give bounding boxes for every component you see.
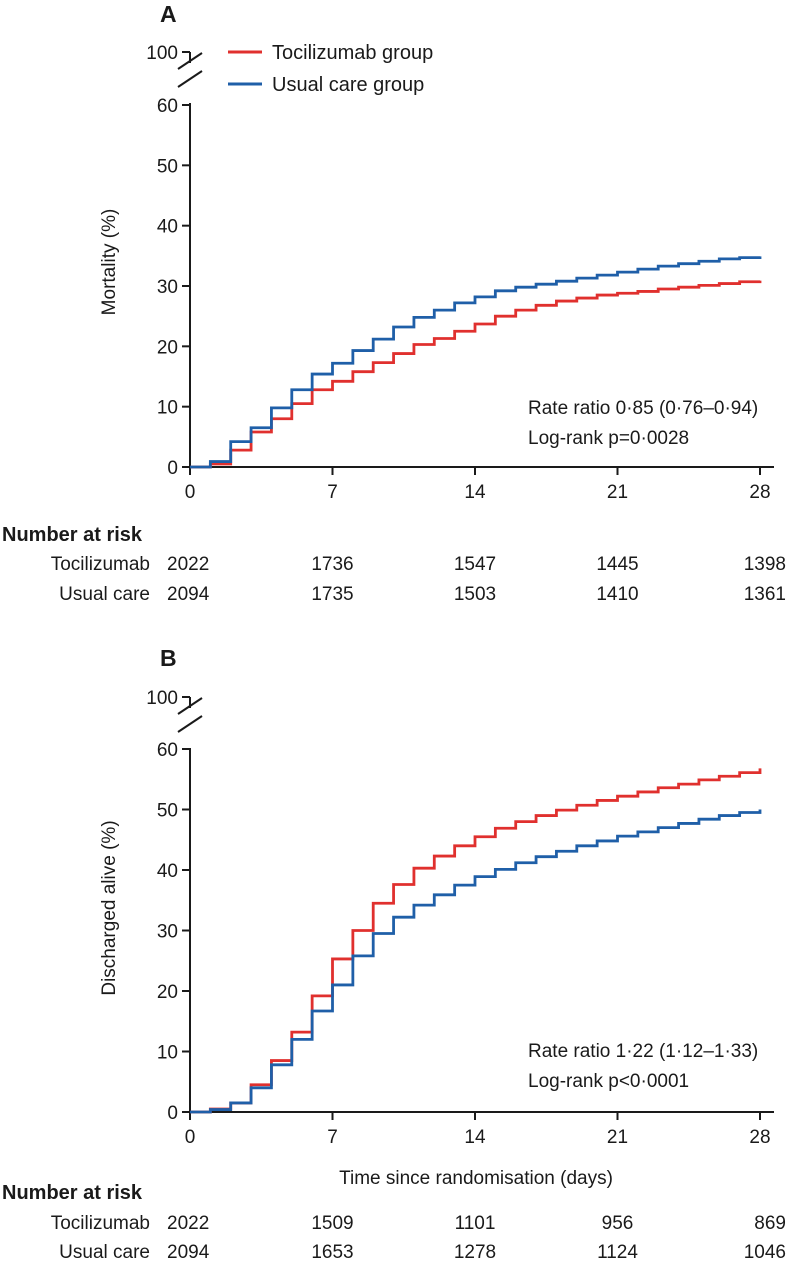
risk-row-label-tocilizumab: Tocilizumab [51,554,150,575]
y-tick-label: 30 [157,277,178,298]
panel-b: B Discharged alive (%) Rate ratio 1·22 (… [2,645,786,1263]
y-tick-label: 50 [157,801,178,822]
risk-value: 1278 [454,1242,496,1263]
risk-value: 2094 [167,1242,210,1263]
panel-b-y-axis-label: Discharged alive (%) [99,820,120,995]
rate-ratio-annotation: Rate ratio 1·22 (1·12–1·33) [528,1041,758,1062]
risk-value: 956 [602,1213,634,1234]
axis-break-mark [177,52,203,70]
risk-value: 1509 [311,1213,353,1234]
risk-value: 1046 [744,1242,786,1263]
panel-a-y-axis-label: Mortality (%) [99,209,120,316]
risk-value: 1410 [596,584,638,605]
series-line-usual-care [190,256,762,469]
risk-table-header: Number at risk [2,524,143,546]
panel-b-label: B [160,645,177,671]
y-tick-label: 100 [146,688,178,709]
x-tick-label: 0 [185,1127,196,1148]
y-tick-label: 0 [167,1103,178,1124]
risk-table-header: Number at risk [2,1182,143,1204]
axis-break-mark [177,715,203,733]
x-tick-label: 7 [327,1127,338,1148]
y-tick-label: 100 [146,43,178,64]
y-tick-label: 60 [157,740,178,761]
y-tick-label: 0 [167,458,178,479]
risk-value: 1735 [311,584,353,605]
y-tick-label: 60 [157,96,178,117]
axis-break-mark [177,697,203,715]
x-tick-label: 14 [464,482,486,503]
y-tick-label: 10 [157,398,178,419]
log-rank-annotation: Log-rank p=0·0028 [528,428,689,449]
risk-value: 2094 [167,584,210,605]
x-tick-label: 28 [749,482,770,503]
x-tick-label: 0 [185,482,196,503]
series-line-tocilizumab [190,280,762,469]
risk-value: 1124 [597,1242,638,1263]
risk-value: 1547 [454,554,496,575]
axis-break-mark [177,70,203,88]
series-line-usual-care [190,809,762,1114]
risk-value: 1101 [455,1213,496,1234]
x-axis-label: Time since randomisation (days) [339,1168,613,1189]
risk-row-label-usual-care: Usual care [59,584,150,605]
risk-row-label-tocilizumab: Tocilizumab [51,1213,150,1234]
risk-value: 1736 [311,554,353,575]
risk-value: 2022 [167,554,209,575]
risk-value: 1445 [596,554,638,575]
risk-value: 1503 [454,584,496,605]
risk-value: 869 [754,1213,786,1234]
log-rank-annotation: Log-rank p<0·0001 [528,1071,689,1092]
y-tick-label: 40 [157,217,178,238]
y-tick-label: 40 [157,861,178,882]
x-tick-label: 7 [327,482,338,503]
x-tick-label: 28 [749,1127,770,1148]
x-tick-label: 21 [607,1127,628,1148]
y-tick-label: 30 [157,922,178,943]
x-tick-label: 14 [464,1127,486,1148]
rate-ratio-annotation: Rate ratio 0·85 (0·76–0·94) [528,398,758,419]
panel-a-label: A [160,1,177,27]
risk-row-label-usual-care: Usual care [59,1242,150,1263]
y-tick-label: 10 [157,1043,178,1064]
legend-label-tocilizumab: Tocilizumab group [272,42,433,64]
y-tick-label: 20 [157,982,178,1003]
y-tick-label: 20 [157,337,178,358]
risk-value: 1398 [744,554,786,575]
x-tick-label: 21 [607,482,628,503]
y-tick-label: 50 [157,156,178,177]
legend: Tocilizumab group Usual care group [228,42,433,96]
panel-a: A Mortality (%) Tocilizumab group Usual … [2,1,786,605]
risk-value: 1361 [744,584,786,605]
risk-value: 1653 [311,1242,353,1263]
risk-value: 2022 [167,1213,209,1234]
legend-label-usual-care: Usual care group [272,74,424,96]
